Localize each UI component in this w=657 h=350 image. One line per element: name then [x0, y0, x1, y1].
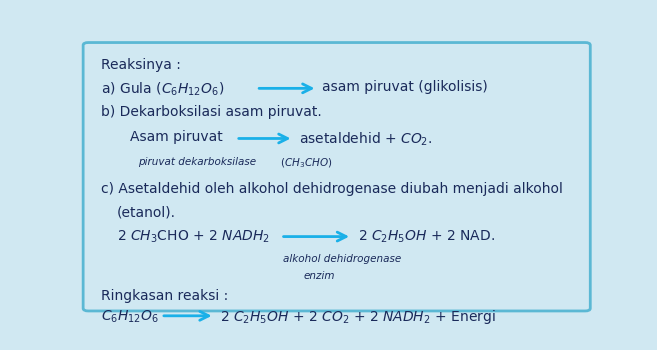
- Text: asam piruvat (glikolisis): asam piruvat (glikolisis): [323, 80, 488, 94]
- Text: asetaldehid + $CO_2$.: asetaldehid + $CO_2$.: [298, 131, 432, 148]
- Text: (etanol).: (etanol).: [117, 205, 176, 219]
- Text: 2 $C_2H_5OH$ + 2 $CO_2$ + 2 $NADH_2$ + Energi: 2 $C_2H_5OH$ + 2 $CO_2$ + 2 $NADH_2$ + E…: [219, 308, 495, 326]
- Text: $(CH_3CHO)$: $(CH_3CHO)$: [280, 156, 332, 170]
- Text: Reaksinya :: Reaksinya :: [101, 58, 181, 72]
- Text: 2 $CH_3$CHO + 2 $NADH_2$: 2 $CH_3$CHO + 2 $NADH_2$: [117, 229, 269, 245]
- Text: alkohol dehidrogenase: alkohol dehidrogenase: [283, 253, 401, 264]
- Text: Asam piruvat: Asam piruvat: [131, 131, 223, 145]
- Text: 2 $C_2H_5OH$ + 2 NAD.: 2 $C_2H_5OH$ + 2 NAD.: [358, 229, 495, 245]
- FancyBboxPatch shape: [83, 43, 590, 311]
- Text: b) Dekarboksilasi asam piruvat.: b) Dekarboksilasi asam piruvat.: [101, 105, 322, 119]
- Text: piruvat dekarboksilase: piruvat dekarboksilase: [138, 156, 256, 167]
- Text: a) Gula ($C_6H_{12}O_6$): a) Gula ($C_6H_{12}O_6$): [101, 80, 225, 98]
- Text: c) Asetaldehid oleh alkohol dehidrogenase diubah menjadi alkohol: c) Asetaldehid oleh alkohol dehidrogenas…: [101, 182, 563, 196]
- Text: $C_6H_{12}O_6$: $C_6H_{12}O_6$: [101, 308, 160, 325]
- Text: Ringkasan reaksi :: Ringkasan reaksi :: [101, 289, 229, 303]
- Text: enzim: enzim: [304, 271, 335, 281]
